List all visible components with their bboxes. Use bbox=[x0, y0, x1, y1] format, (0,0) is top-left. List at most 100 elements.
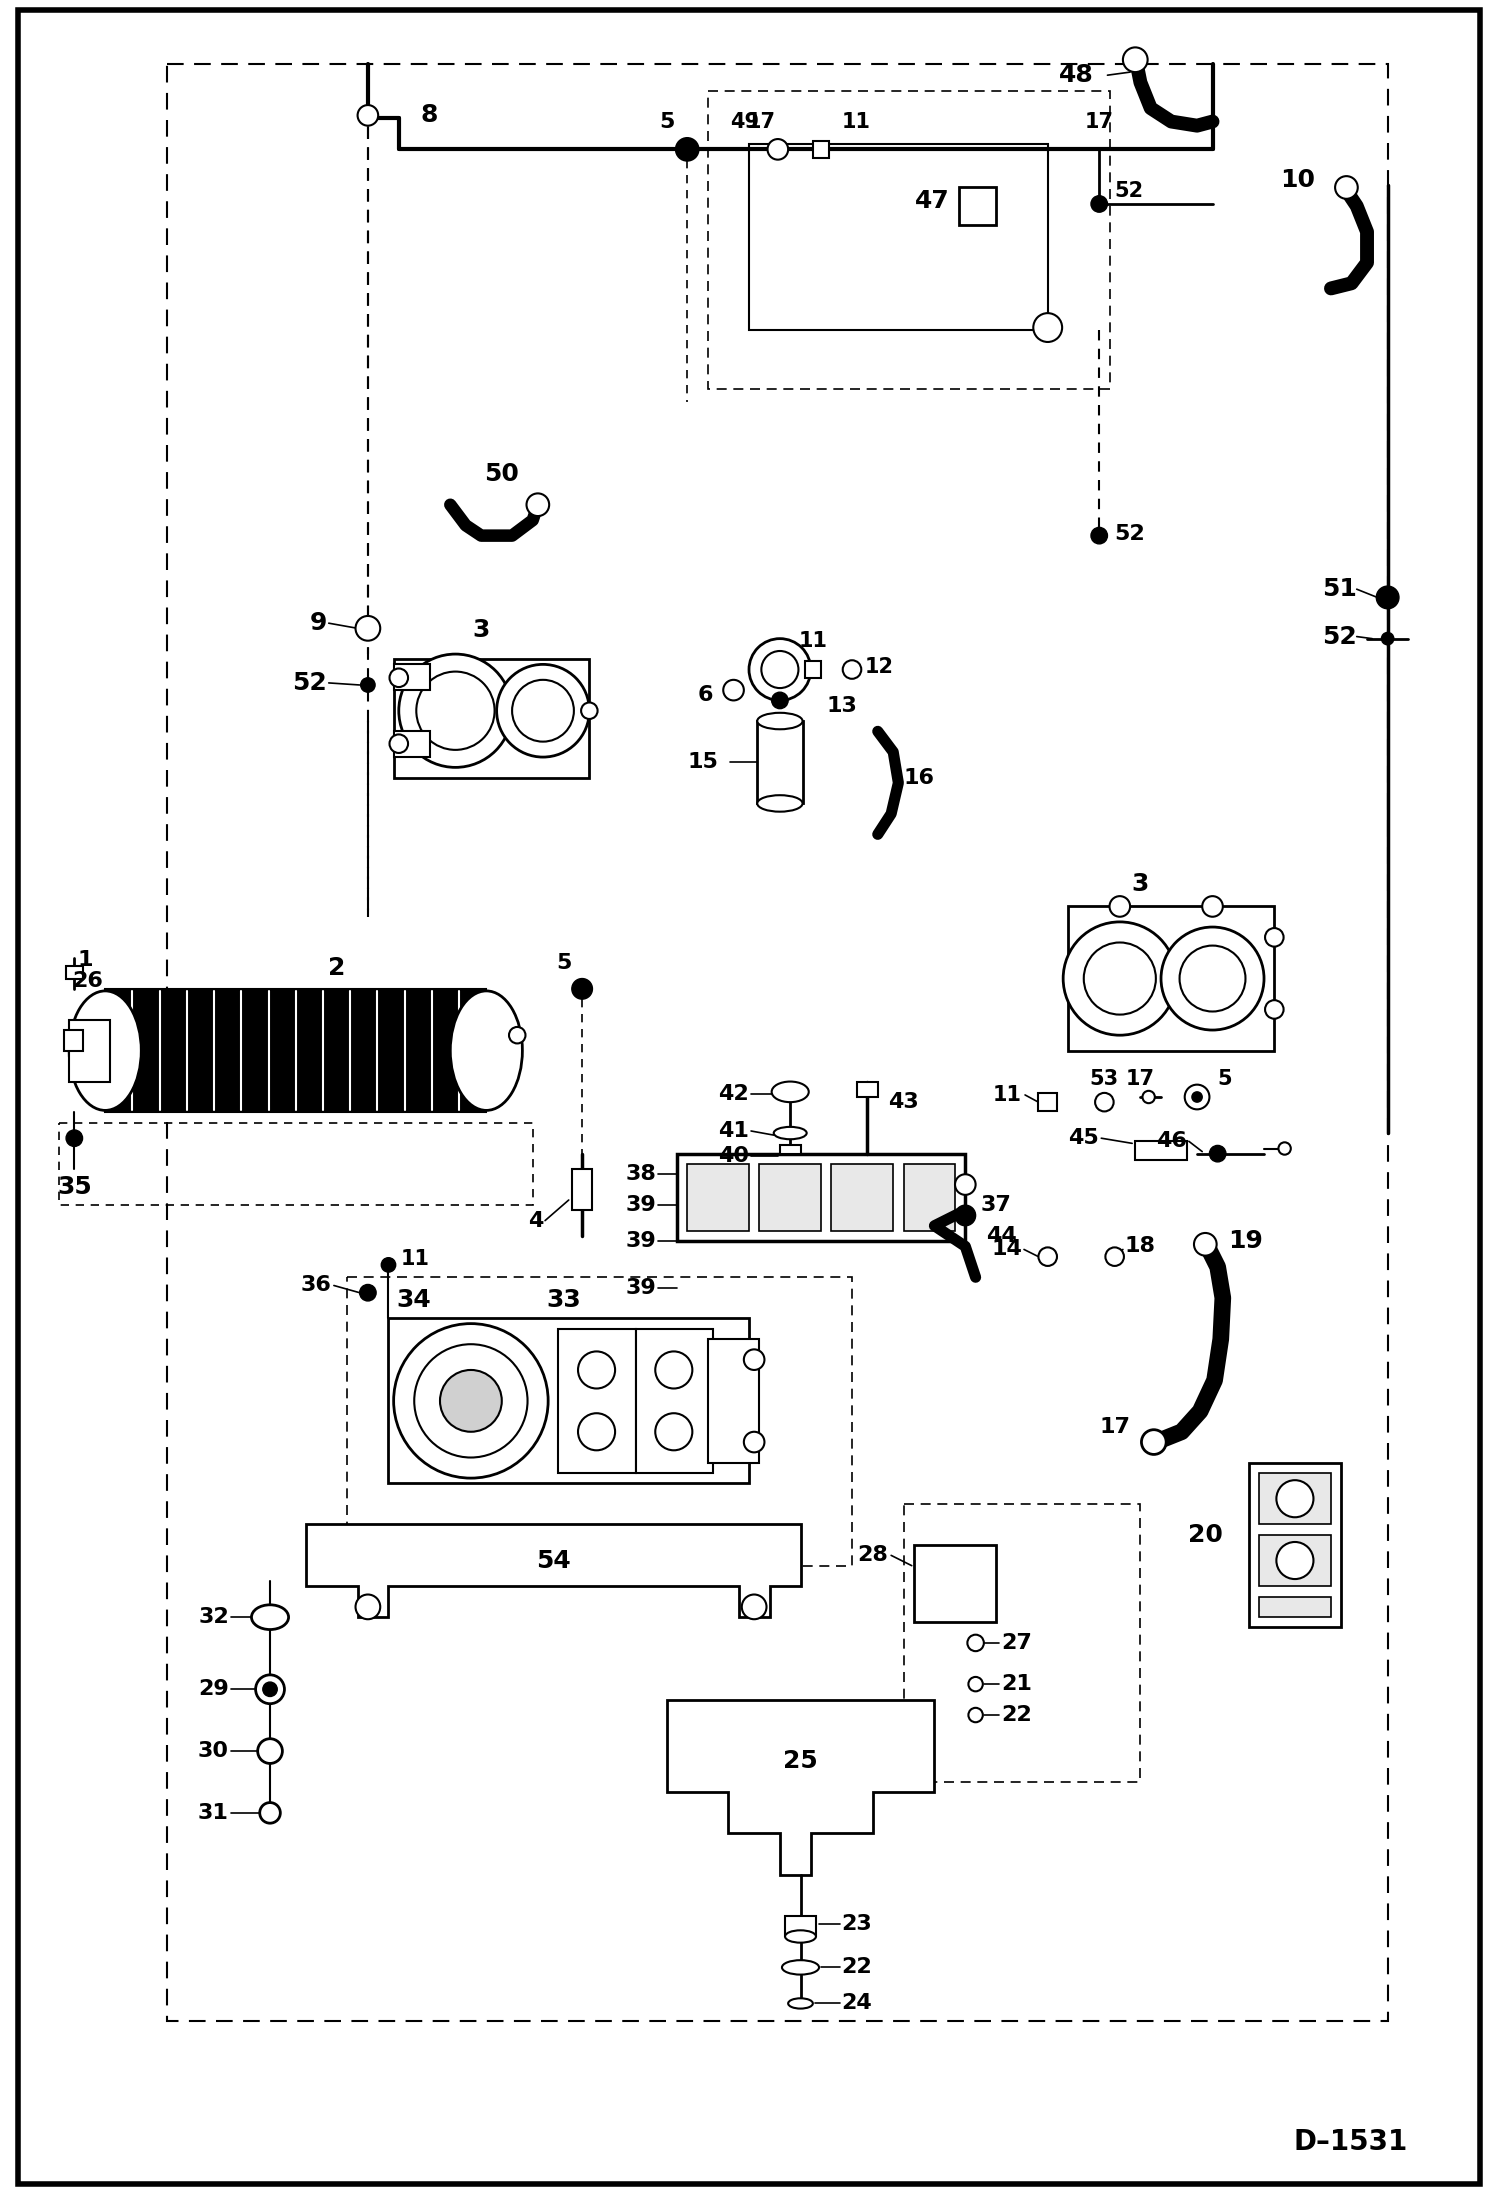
Bar bbox=[64, 1029, 82, 1051]
Circle shape bbox=[1185, 1084, 1209, 1110]
Bar bbox=[903, 1165, 956, 1231]
Bar bbox=[677, 1154, 965, 1242]
Text: 35: 35 bbox=[57, 1174, 91, 1198]
Ellipse shape bbox=[440, 1369, 502, 1433]
Ellipse shape bbox=[1064, 921, 1176, 1036]
Text: 9: 9 bbox=[309, 612, 327, 636]
Circle shape bbox=[1143, 1090, 1155, 1104]
Circle shape bbox=[389, 669, 407, 687]
Ellipse shape bbox=[512, 680, 574, 742]
Circle shape bbox=[262, 1683, 277, 1696]
Text: 26: 26 bbox=[72, 970, 103, 992]
Text: 19: 19 bbox=[1228, 1229, 1263, 1253]
Circle shape bbox=[767, 138, 788, 160]
Bar bbox=[166, 64, 1387, 2021]
Text: 39: 39 bbox=[626, 1231, 656, 1251]
Text: 33: 33 bbox=[547, 1288, 581, 1312]
Ellipse shape bbox=[771, 1082, 809, 1101]
Circle shape bbox=[742, 1595, 767, 1619]
Bar bbox=[1068, 906, 1275, 1051]
Bar bbox=[394, 658, 589, 777]
Text: 4: 4 bbox=[527, 1211, 542, 1231]
Text: 6: 6 bbox=[698, 685, 713, 704]
Ellipse shape bbox=[497, 665, 589, 757]
Ellipse shape bbox=[416, 671, 494, 750]
Text: 8: 8 bbox=[421, 103, 439, 127]
Bar bbox=[572, 1169, 592, 1211]
Circle shape bbox=[1091, 527, 1107, 544]
Text: 3: 3 bbox=[472, 619, 490, 643]
Circle shape bbox=[1276, 1481, 1314, 1518]
Circle shape bbox=[968, 1707, 983, 1722]
Text: 43: 43 bbox=[888, 1093, 918, 1112]
Bar bbox=[388, 1319, 749, 1483]
Bar bbox=[707, 90, 1110, 388]
Text: 1: 1 bbox=[78, 950, 93, 970]
Circle shape bbox=[361, 678, 374, 691]
Polygon shape bbox=[306, 1525, 800, 1617]
Text: 37: 37 bbox=[981, 1196, 1011, 1215]
Text: 24: 24 bbox=[842, 1994, 872, 2014]
Text: 52: 52 bbox=[1115, 524, 1146, 544]
Text: 10: 10 bbox=[1281, 169, 1315, 193]
Ellipse shape bbox=[758, 713, 803, 728]
Circle shape bbox=[1264, 1000, 1284, 1018]
Ellipse shape bbox=[415, 1345, 527, 1457]
Text: 17: 17 bbox=[1085, 112, 1113, 132]
Ellipse shape bbox=[1083, 943, 1156, 1014]
Circle shape bbox=[761, 652, 798, 689]
Bar bbox=[831, 1165, 893, 1231]
Bar bbox=[959, 186, 996, 224]
Bar bbox=[758, 722, 803, 803]
Text: 23: 23 bbox=[842, 1913, 872, 1935]
Bar bbox=[1248, 1463, 1341, 1628]
Circle shape bbox=[1278, 1143, 1291, 1154]
Circle shape bbox=[526, 494, 550, 516]
Text: 41: 41 bbox=[718, 1121, 749, 1141]
Text: 13: 13 bbox=[827, 695, 857, 715]
Text: 52: 52 bbox=[1115, 180, 1144, 200]
Ellipse shape bbox=[69, 992, 141, 1110]
Circle shape bbox=[355, 1595, 380, 1619]
Bar bbox=[857, 1082, 878, 1097]
Ellipse shape bbox=[451, 992, 523, 1110]
Ellipse shape bbox=[788, 1999, 813, 2008]
Bar bbox=[1038, 1093, 1058, 1112]
Bar bbox=[749, 145, 1047, 329]
Text: 39: 39 bbox=[626, 1277, 656, 1297]
Text: 20: 20 bbox=[1188, 1523, 1222, 1547]
Text: 5: 5 bbox=[1218, 1068, 1233, 1090]
Circle shape bbox=[1095, 1093, 1113, 1112]
Text: 32: 32 bbox=[198, 1608, 229, 1628]
Text: 25: 25 bbox=[783, 1749, 818, 1773]
Circle shape bbox=[749, 638, 810, 700]
Circle shape bbox=[360, 1283, 376, 1301]
Circle shape bbox=[578, 1352, 616, 1389]
Circle shape bbox=[745, 1349, 764, 1369]
Text: 47: 47 bbox=[915, 189, 950, 213]
Ellipse shape bbox=[785, 1931, 816, 1942]
Bar bbox=[1135, 1141, 1186, 1161]
Text: 52: 52 bbox=[292, 671, 327, 695]
Text: 34: 34 bbox=[397, 1288, 431, 1312]
Circle shape bbox=[655, 1352, 692, 1389]
Circle shape bbox=[1209, 1145, 1225, 1163]
Circle shape bbox=[572, 979, 592, 998]
Bar bbox=[1258, 1597, 1332, 1617]
Text: 16: 16 bbox=[903, 768, 935, 788]
Bar bbox=[759, 1165, 821, 1231]
Circle shape bbox=[1264, 928, 1284, 946]
Circle shape bbox=[1141, 1430, 1165, 1455]
Text: 11: 11 bbox=[798, 630, 827, 652]
Circle shape bbox=[655, 1413, 692, 1450]
Ellipse shape bbox=[252, 1604, 289, 1630]
Circle shape bbox=[355, 617, 380, 641]
Text: 49: 49 bbox=[730, 112, 759, 132]
Text: 15: 15 bbox=[688, 753, 718, 772]
Circle shape bbox=[843, 660, 861, 678]
Text: 39: 39 bbox=[626, 1196, 656, 1215]
Text: 12: 12 bbox=[864, 658, 893, 678]
Circle shape bbox=[724, 680, 745, 700]
Ellipse shape bbox=[1179, 946, 1245, 1011]
Circle shape bbox=[676, 138, 698, 160]
